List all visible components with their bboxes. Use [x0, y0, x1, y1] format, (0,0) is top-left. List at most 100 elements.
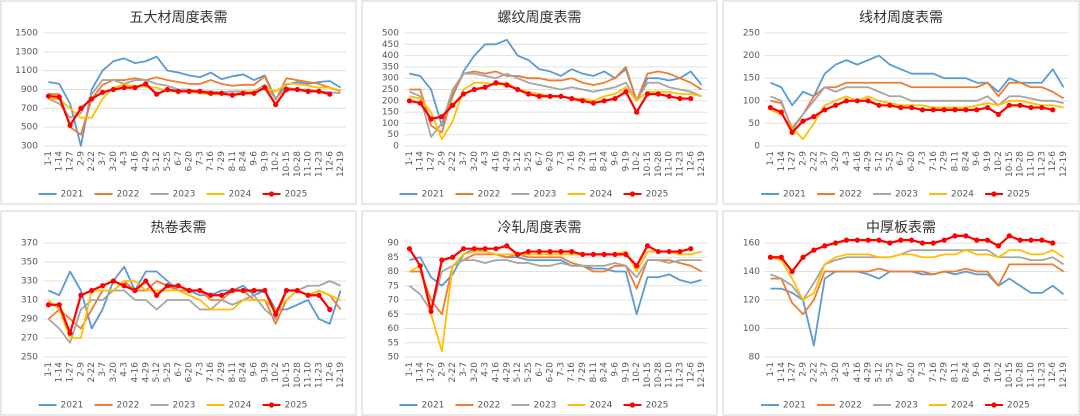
- series-line: [770, 86, 1064, 132]
- y-tick-label: 200: [743, 51, 760, 61]
- x-tick-label: 2-22: [809, 362, 819, 382]
- point: [778, 109, 784, 115]
- point: [493, 80, 499, 86]
- x-tick-label: 11-23: [675, 151, 685, 177]
- y-tick-label: 50: [388, 353, 400, 363]
- x-tick-label: 5-12: [152, 362, 162, 382]
- panel-border: [361, 210, 718, 416]
- y-tick-label: 500: [21, 123, 38, 133]
- series-line: [47, 280, 341, 339]
- x-tick-label: 10-15: [643, 151, 653, 177]
- point: [218, 292, 225, 298]
- point: [908, 104, 915, 111]
- x-tick-label: 1-14: [777, 151, 787, 172]
- x-tick-label: 4-29: [864, 151, 874, 172]
- point: [67, 122, 73, 128]
- point: [56, 94, 62, 100]
- point: [811, 247, 817, 253]
- panel-border: [722, 210, 1080, 416]
- point: [316, 292, 322, 298]
- point: [984, 104, 991, 111]
- legend-marker: [991, 402, 997, 408]
- point: [262, 287, 268, 294]
- point: [439, 257, 445, 263]
- x-tick-label: 5-25: [885, 362, 895, 382]
- point: [919, 240, 926, 246]
- point: [208, 292, 214, 298]
- x-tick-label: 1-14: [55, 151, 65, 172]
- point: [283, 287, 290, 294]
- x-tick-label: 4-29: [141, 362, 151, 383]
- x-tick-label: 4-16: [491, 362, 501, 383]
- point: [154, 91, 160, 97]
- y-tick-label: 350: [382, 62, 399, 72]
- x-tick-label: 2-9: [76, 362, 86, 377]
- point: [262, 85, 268, 91]
- x-tick-label: 9-6: [250, 151, 260, 166]
- point: [110, 86, 116, 93]
- x-tick-label: 5-12: [513, 151, 523, 171]
- point: [175, 88, 181, 94]
- point: [832, 240, 839, 246]
- x-tick-label: 7-3: [918, 362, 928, 377]
- point: [218, 90, 225, 96]
- x-tick-label: 1-1: [44, 151, 54, 166]
- x-tick-label: 11-10: [304, 151, 314, 177]
- point: [471, 246, 477, 252]
- y-tick-label: 90: [388, 239, 400, 249]
- chart-panel: 五大材周度表需 300 500 700 900 1100 1300 1500 1-1 1-14 1-…: [0, 0, 357, 205]
- point: [569, 95, 575, 102]
- x-tick-label: 6-7: [174, 151, 184, 166]
- x-tick-label: 4-3: [481, 151, 491, 166]
- x-tick-label: 3-7: [98, 362, 108, 377]
- y-tick-label: 300: [21, 142, 38, 152]
- point: [854, 237, 860, 243]
- x-tick-label: 8-24: [239, 151, 249, 172]
- chart-title: 冷轧周度表需: [498, 220, 582, 236]
- x-tick-label: 8-11: [228, 362, 238, 382]
- x-tick-label: 12-6: [1048, 362, 1058, 383]
- x-tick-label: 8-24: [600, 151, 610, 172]
- x-tick-label: 11-23: [314, 151, 324, 177]
- point: [865, 98, 871, 104]
- legend-label: 2024: [951, 401, 974, 411]
- point: [876, 102, 882, 108]
- legend-label: 2024: [590, 190, 613, 200]
- point: [623, 251, 629, 257]
- chart-panel: 冷轧周度表需 50 55 60 65 70 75 80 85 90 1-1 1-14 1-27 2-9 2-…: [361, 210, 718, 416]
- x-tick-label: 8-24: [961, 362, 971, 383]
- y-tick-label: 160: [743, 239, 760, 249]
- x-tick-label: 3-20: [831, 362, 841, 383]
- x-tick-label: 10-15: [282, 362, 292, 388]
- point: [963, 233, 969, 239]
- x-tick-label: 7-3: [195, 362, 205, 377]
- legend-label: 2023: [534, 190, 557, 200]
- point: [887, 102, 893, 108]
- x-tick-label: 7-29: [578, 362, 588, 383]
- x-tick-label: 7-16: [929, 362, 939, 383]
- chart-title: 热卷表需: [151, 220, 207, 236]
- point: [655, 248, 661, 255]
- x-tick-label: 8-11: [589, 362, 599, 382]
- point: [558, 93, 564, 99]
- point: [482, 246, 488, 252]
- x-tick-label: 5-25: [524, 151, 534, 171]
- series-line: [409, 66, 703, 134]
- x-tick-label: 4-3: [842, 151, 852, 166]
- series-line: [770, 54, 1065, 107]
- point: [251, 90, 257, 96]
- legend-label: 2022: [478, 401, 501, 411]
- point: [688, 95, 694, 102]
- x-tick-label: 12-19: [1059, 362, 1069, 388]
- x-tick-label: 4-3: [842, 362, 852, 377]
- y-tick-label: 400: [382, 51, 399, 61]
- x-tick-label: 10-28: [1016, 151, 1026, 177]
- point: [995, 111, 1002, 117]
- point: [229, 287, 235, 294]
- x-tick-label: 4-16: [130, 362, 140, 383]
- point: [634, 109, 640, 115]
- x-tick-label: 4-16: [853, 362, 863, 383]
- point: [515, 86, 521, 93]
